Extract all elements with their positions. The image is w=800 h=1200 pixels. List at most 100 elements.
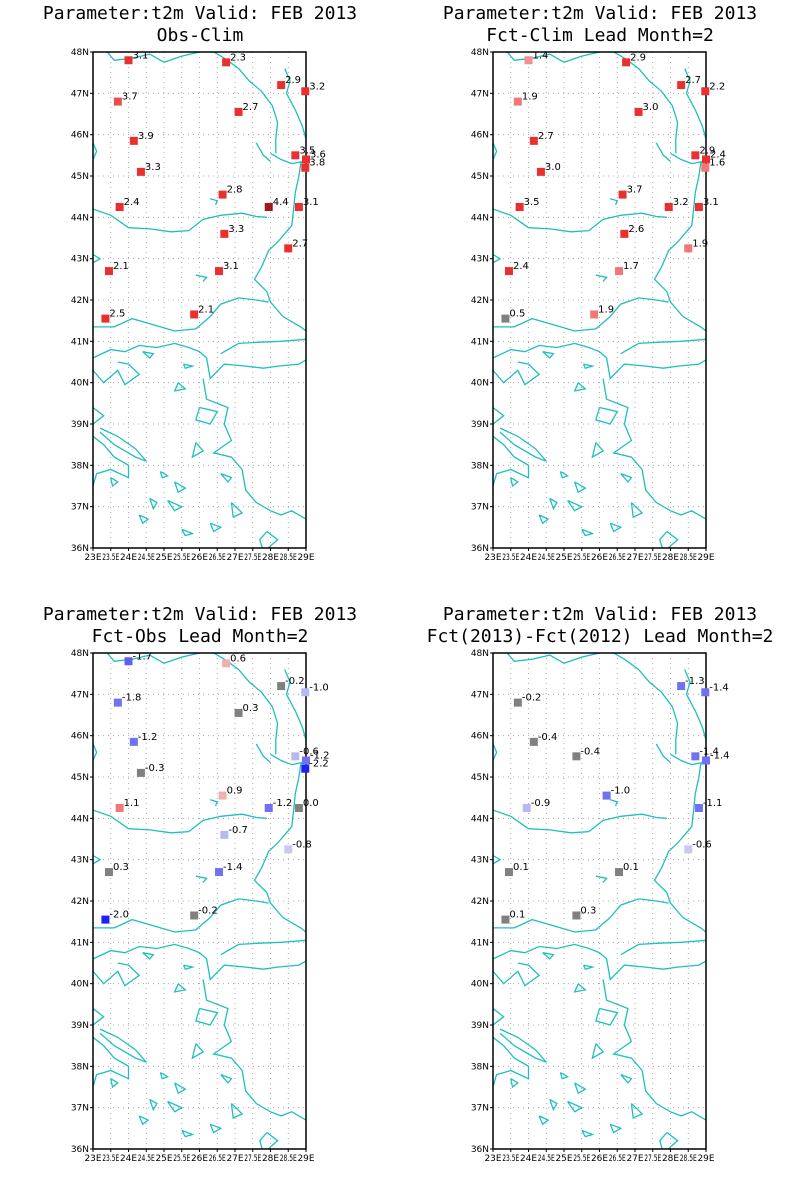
station-marker xyxy=(277,682,286,691)
station-marker xyxy=(264,203,273,211)
lon-tick-label: 24E xyxy=(120,553,137,563)
lat-tick-label: 36N xyxy=(471,544,489,554)
station-marker xyxy=(515,203,524,211)
station-marker xyxy=(618,190,627,199)
lon-tick-label: 24.5E xyxy=(138,553,155,563)
coastline xyxy=(506,52,600,64)
coastline xyxy=(493,898,669,933)
station-value-label: -0.8 xyxy=(292,839,312,850)
lon-tick-label: 23.5E xyxy=(502,1154,519,1164)
lat-tick-label: 41N xyxy=(71,337,89,347)
lon-tick-label: 25.5E xyxy=(573,553,590,563)
lat-tick-label: 40N xyxy=(471,980,489,990)
coastline xyxy=(93,854,102,865)
station-marker xyxy=(136,768,145,777)
lon-tick-label: 23.5E xyxy=(102,1154,119,1164)
station-marker xyxy=(215,868,224,877)
station-marker xyxy=(622,58,631,67)
grid-lines xyxy=(93,52,306,548)
lon-tick-label: 23E xyxy=(85,1154,102,1164)
station-value-label: 3.9 xyxy=(138,131,154,142)
station-marker xyxy=(615,267,624,276)
coastline xyxy=(106,653,200,665)
station-value-label: -1.4 xyxy=(699,746,719,757)
station-marker xyxy=(104,267,113,276)
lon-tick-label: 23.5E xyxy=(502,553,519,563)
coastline xyxy=(284,669,306,740)
lon-tick-label: 25E xyxy=(556,1154,573,1164)
station-marker xyxy=(101,915,110,924)
coastline xyxy=(93,297,269,332)
station-marker xyxy=(615,868,624,877)
lat-tick-label: 44N xyxy=(471,814,489,824)
coastline xyxy=(582,964,595,970)
lon-tick-label: 26.5E xyxy=(209,1154,226,1164)
lon-tick-label: 25E xyxy=(556,553,573,563)
lon-tick-label: 27E xyxy=(227,1154,244,1164)
lon-tick-label: 24.5E xyxy=(138,1154,155,1164)
lat-tick-label: 46N xyxy=(471,131,489,141)
lat-tick-label: 37N xyxy=(471,503,489,513)
station-value-label: -0.2 xyxy=(285,676,305,687)
lat-tick-label: 44N xyxy=(71,213,89,223)
station-value-label: 3.2 xyxy=(673,197,689,208)
coastline xyxy=(191,1043,205,1060)
lat-tick-label: 41N xyxy=(471,337,489,347)
coastline xyxy=(620,472,633,483)
station-value-label: 3.6 xyxy=(310,149,326,160)
station-value-label: -0.7 xyxy=(228,825,248,836)
station-marker xyxy=(284,244,293,253)
station-value-label: 2.9 xyxy=(630,52,646,63)
lat-tick-label: 46N xyxy=(471,732,489,742)
station-value-label: 2.3 xyxy=(230,52,246,63)
station-marker xyxy=(501,314,510,323)
station-marker xyxy=(301,87,310,96)
station-marker xyxy=(301,688,310,697)
panel-title: Parameter:t2m Valid: FEB 2013 xyxy=(43,604,357,625)
lon-tick-label: 23E xyxy=(485,553,502,563)
panel-title: Parameter:t2m Valid: FEB 2013 xyxy=(443,3,757,24)
coastline xyxy=(182,964,195,970)
coastline xyxy=(110,1078,119,1089)
station-value-label: -1.2 xyxy=(273,798,293,809)
lat-tick-label: 48N xyxy=(471,649,489,659)
station-marker xyxy=(513,698,522,707)
station-marker xyxy=(222,659,231,668)
coastline xyxy=(110,477,119,488)
station-marker xyxy=(702,756,710,765)
coastline xyxy=(559,470,570,479)
station-value-label: 2.7 xyxy=(292,238,308,249)
lon-tick-label: 25E xyxy=(156,1154,173,1164)
coastline xyxy=(195,406,219,425)
station-value-label: 3.8 xyxy=(309,158,325,169)
lon-tick-label: 25.5E xyxy=(173,553,190,563)
station-marker xyxy=(664,203,673,211)
lat-tick-label: 48N xyxy=(71,48,89,58)
coastline xyxy=(493,962,541,987)
coastline xyxy=(93,361,141,386)
lat-tick-label: 43N xyxy=(471,856,489,866)
map-frame xyxy=(92,51,307,549)
station-value-label: -1.1 xyxy=(703,798,723,809)
station-marker xyxy=(291,151,300,160)
lat-tick-label: 45N xyxy=(71,773,89,783)
station-marker xyxy=(694,804,703,812)
lat-tick-label: 37N xyxy=(71,1104,89,1114)
coastline xyxy=(542,351,555,359)
coastline xyxy=(549,1098,558,1112)
lat-tick-label: 47N xyxy=(471,89,489,99)
station-marker xyxy=(522,804,531,812)
station-marker xyxy=(113,698,122,707)
lon-tick-label: 23.5E xyxy=(102,553,119,563)
station-marker xyxy=(529,136,538,145)
station-marker xyxy=(129,136,138,145)
lon-tick-label: 25E xyxy=(156,553,173,563)
station-marker xyxy=(701,87,710,96)
station-marker xyxy=(529,737,538,746)
coastline xyxy=(493,361,541,386)
lon-tick-label: 26.5E xyxy=(609,1154,626,1164)
lon-tick-label: 24.5E xyxy=(538,1154,555,1164)
lon-tick-label: 28.5E xyxy=(280,1154,297,1164)
coastline xyxy=(220,338,306,355)
